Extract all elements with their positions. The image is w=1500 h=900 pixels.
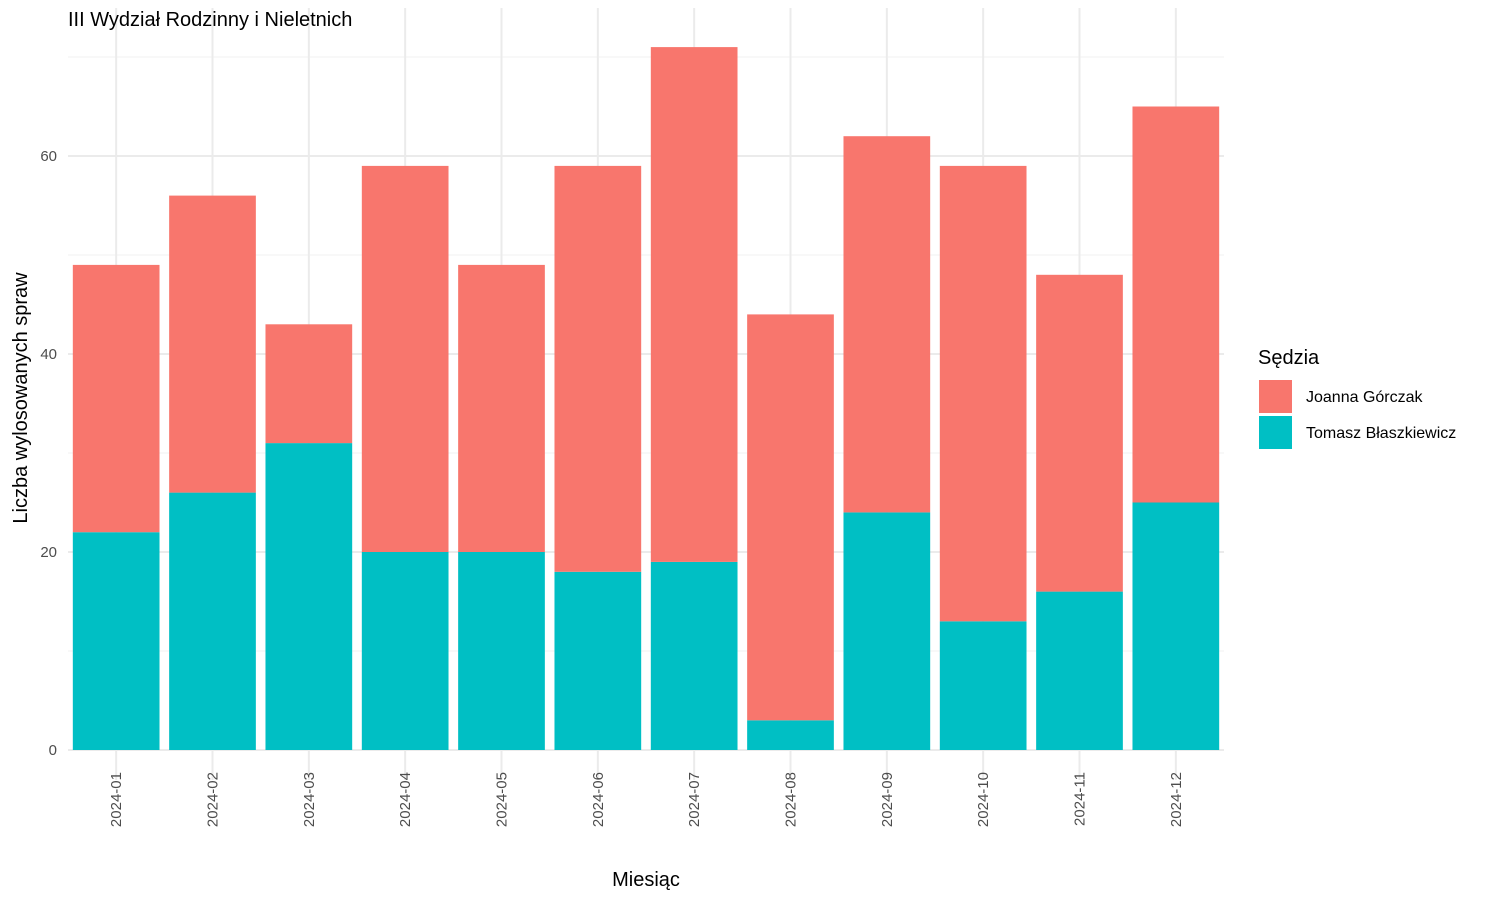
bar-tomasz-2024-09 (843, 512, 931, 750)
legend-swatch (1259, 416, 1292, 449)
x-tick-label: 2024-09 (879, 772, 896, 827)
y-axis-title: Liczba wylosowanych spraw (10, 272, 32, 524)
bar-tomasz-2024-06 (554, 571, 642, 750)
y-tick-label: 60 (40, 148, 57, 165)
bar-joanna-2024-06 (554, 165, 642, 572)
x-tick-label: 2024-02 (205, 772, 222, 827)
tick-labels: 0 20 40 60 2024-01 2024-02 2024-03 2024-04 2024-… (40, 148, 1185, 827)
bar-tomasz-2024-01 (72, 532, 160, 750)
x-tick-label: 2024-11 (1072, 772, 1089, 826)
x-tick-label: 2024-12 (1168, 772, 1185, 827)
x-tick-label: 2024-06 (590, 772, 607, 827)
bar-joanna-2024-09 (843, 136, 931, 513)
x-tick-label: 2024-10 (975, 772, 992, 827)
bar-tomasz-2024-02 (169, 492, 256, 750)
bar-joanna-2024-10 (939, 165, 1027, 622)
x-tick-label: 2024-08 (783, 772, 800, 827)
bar-tomasz-2024-11 (1036, 591, 1123, 750)
legend-label: Joanna Górczak (1306, 389, 1424, 406)
bar-joanna-2024-02 (169, 195, 256, 493)
bar-joanna-2024-05 (458, 264, 545, 552)
bar-joanna-2024-07 (650, 47, 738, 562)
x-tick-label: 2024-03 (301, 772, 318, 827)
bar-joanna-2024-08 (747, 314, 834, 721)
y-tick-label: 0 (49, 742, 57, 759)
bar-tomasz-2024-08 (747, 720, 834, 750)
bar-tomasz-2024-12 (1132, 502, 1220, 750)
bar-tomasz-2024-05 (458, 552, 545, 750)
legend-title: Sędzia (1258, 347, 1320, 369)
bar-tomasz-2024-04 (361, 552, 449, 750)
bar-joanna-2024-11 (1036, 274, 1123, 592)
bar-joanna-2024-01 (72, 264, 160, 533)
legend-label: Tomasz Błaszkiewicz (1306, 425, 1456, 442)
legend-items: Joanna Górczak Tomasz Błaszkiewicz (1259, 380, 1456, 449)
legend-swatch (1259, 380, 1292, 413)
legend: Sędzia Joanna Górczak Tomasz Błaszkiewicz (1258, 347, 1456, 449)
bar-joanna-2024-03 (265, 324, 353, 444)
x-tick-label: 2024-07 (686, 772, 703, 827)
bar-joanna-2024-04 (361, 165, 449, 552)
x-tick-label: 2024-04 (397, 772, 414, 827)
bar-tomasz-2024-10 (939, 621, 1027, 750)
bars (72, 47, 1220, 750)
bar-tomasz-2024-07 (650, 561, 738, 750)
bar-tomasz-2024-03 (265, 443, 353, 750)
y-tick-label: 20 (40, 544, 57, 561)
x-tick-label: 2024-01 (108, 772, 125, 827)
chart-title: III Wydział Rodzinny i Nieletnich (68, 9, 352, 31)
x-tick-label: 2024-05 (494, 772, 511, 827)
y-tick-label: 40 (40, 346, 57, 363)
x-axis-title: Miesiąc (612, 869, 680, 891)
bar-joanna-2024-12 (1132, 106, 1220, 503)
